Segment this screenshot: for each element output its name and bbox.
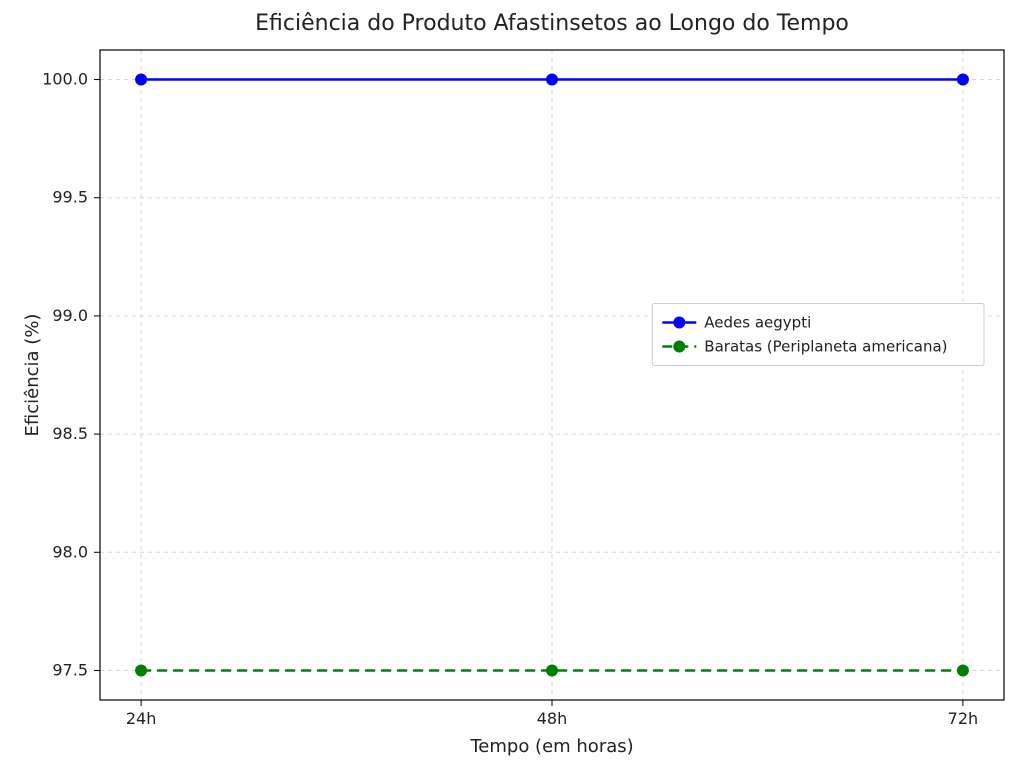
chart-container: 24h 48h 72h 97.5 98.0 98.5 99.0 99.5 100.0 Eficiê…	[0, 0, 1024, 765]
legend-label-1: Baratas (Periplaneta americana)	[704, 338, 947, 356]
series-marker-1	[957, 664, 969, 676]
x-tick-label: 24h	[126, 709, 157, 728]
x-axis-label: Tempo (em horas)	[469, 736, 633, 757]
chart-background	[0, 0, 1024, 765]
legend-marker-1	[673, 341, 685, 353]
legend-label-0: Aedes aegypti	[704, 314, 811, 332]
y-tick-label: 98.5	[52, 424, 88, 443]
series-marker-0	[546, 74, 558, 86]
y-axis-label: Eficiência (%)	[22, 314, 43, 437]
series-marker-0	[135, 74, 147, 86]
y-tick-label: 98.0	[52, 542, 88, 561]
y-tick-label: 100.0	[42, 70, 88, 89]
legend-marker-0	[673, 317, 685, 329]
chart-svg: 24h 48h 72h 97.5 98.0 98.5 99.0 99.5 100.0 Eficiê…	[0, 0, 1024, 765]
legend-frame	[652, 304, 984, 366]
x-tick-label: 72h	[948, 709, 979, 728]
chart-title: Eficiência do Produto Afastinsetos ao Lo…	[255, 11, 849, 36]
series-marker-1	[546, 664, 558, 676]
y-tick-label: 99.5	[52, 188, 88, 207]
x-tick-label: 48h	[537, 709, 568, 728]
series-marker-1	[135, 664, 147, 676]
y-tick-label: 97.5	[52, 660, 88, 679]
series-marker-0	[957, 74, 969, 86]
y-tick-label: 99.0	[52, 306, 88, 325]
